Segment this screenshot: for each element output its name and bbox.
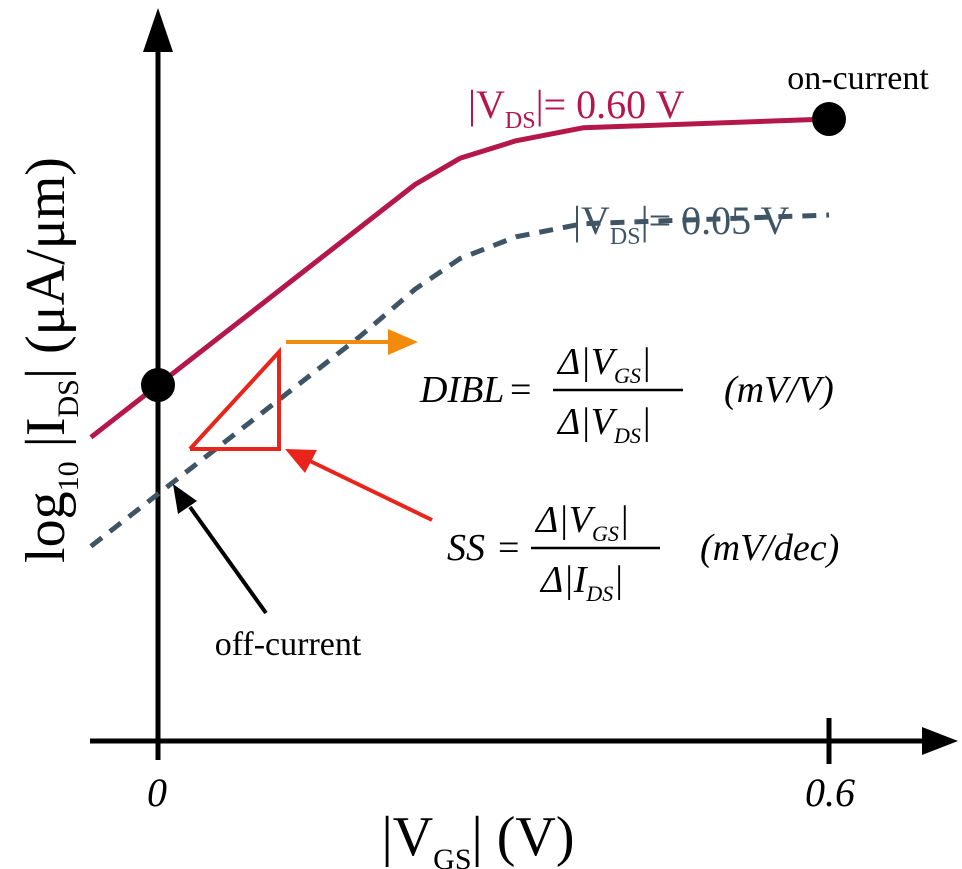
dibl-lhs: DIBL — [419, 369, 504, 411]
ss-denominator: Δ|IDS| — [539, 559, 624, 606]
dibl-denominator: Δ|VDS| — [556, 401, 651, 448]
y-axis-arrowhead — [143, 8, 173, 52]
x-axis-label: |VGS| (V) — [382, 806, 575, 869]
on-current-marker — [812, 102, 846, 137]
dibl-unit: (mV/V) — [724, 369, 834, 411]
off-current-marker — [141, 368, 175, 402]
dibl-arrow — [286, 329, 418, 355]
series-label-vds-0.05: |VDS|= 0.05 V — [573, 198, 789, 250]
ss-unit: (mV/dec) — [700, 527, 839, 569]
on-current-label: on-current — [787, 60, 929, 97]
ss-arrow — [285, 449, 433, 522]
y-axis-label: log10 |IDS| (μA/μm) — [15, 157, 85, 563]
series-line-vds-0.05 — [89, 212, 830, 549]
x-axis-arrowhead — [922, 727, 958, 755]
ss-triangle — [188, 346, 281, 451]
dibl-equation: DIBL = Δ|VGS| Δ|VDS| (mV/V) — [419, 341, 834, 448]
ss-equation: SS = Δ|VGS| Δ|IDS| (mV/dec) — [447, 499, 839, 606]
ss-equals: = — [498, 527, 519, 569]
series-line-vds-0.60 — [89, 116, 830, 440]
series-label-vds-0.60: |VDS|= 0.60 V — [468, 82, 684, 134]
dibl-numerator: Δ|VGS| — [556, 341, 651, 388]
off-current-arrow — [173, 484, 268, 615]
ss-numerator: Δ|VGS| — [534, 499, 629, 546]
off-current-label: off-current — [215, 626, 362, 663]
ss-lhs: SS — [447, 527, 485, 569]
dibl-equals: = — [510, 369, 531, 411]
x-tick-label-0: 0 — [147, 770, 167, 815]
x-tick-label-0.6: 0.6 — [805, 770, 855, 815]
